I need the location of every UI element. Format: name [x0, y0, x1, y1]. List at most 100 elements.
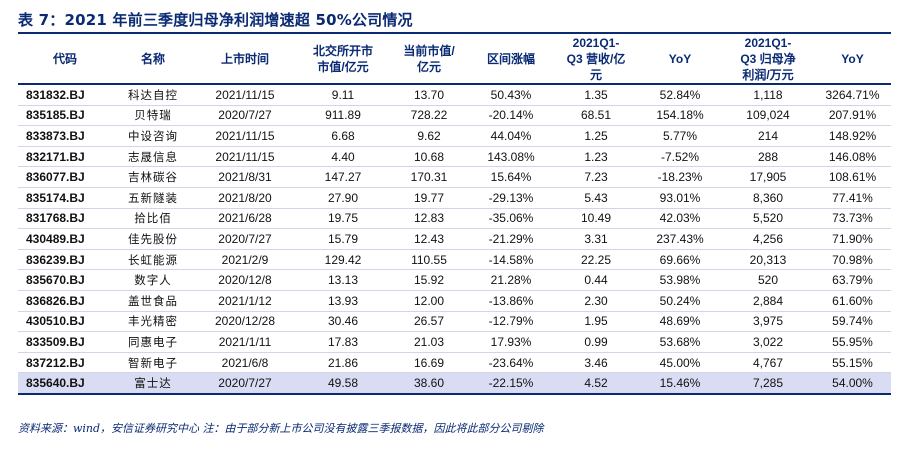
cell-current-market-cap: 26.57: [413, 314, 445, 329]
cell-revenue-yoy: -7.52%: [660, 149, 700, 164]
cell-period-change: -23.64%: [488, 355, 534, 370]
cell-code: 831768.BJ: [26, 211, 85, 226]
cell-open-market-cap: 911.89: [325, 108, 361, 123]
header-net-profit-yoy: YoY: [814, 35, 891, 85]
cell-net-profit-yoy: 71.90%: [832, 231, 873, 246]
table-header-row: 代码 名称 上市时间 北交所开市 市值/亿元 当前市值/ 亿元 区间涨幅 202…: [18, 35, 891, 85]
cell-current-market-cap: 38.60: [390, 372, 468, 394]
cell-net-profit-yoy: 146.08%: [828, 149, 877, 164]
cell-revenue-yoy: 48.69%: [659, 314, 701, 329]
table-row: 835670.BJ 数字人 2020/12/8 13.13 15.92 21.28% 0.4…: [18, 270, 891, 291]
cell-period-change: 143.08%: [487, 149, 535, 164]
cell-revenue: 4.52: [554, 372, 638, 394]
header-revenue: 2021Q1- Q3 营收/亿 元: [554, 35, 638, 85]
cell-net-profit-yoy: 61.60%: [832, 293, 873, 308]
cell-net-profit-yoy: 207.91%: [828, 108, 877, 123]
cell-net-profit-yoy: 70.98%: [832, 252, 873, 267]
table-row: 833509.BJ 同惠电子 2021/1/11 17.83 21.03 17.93% 0.…: [18, 332, 891, 353]
cell-revenue: 1.23: [584, 149, 608, 164]
cell-listing-date: 2021/11/15: [215, 87, 275, 102]
cell-current-market-cap: 110.55: [411, 252, 447, 267]
cell-revenue-yoy: -18.23%: [657, 170, 703, 185]
cell-code: 836826.BJ: [26, 293, 85, 308]
cell-net-profit-yoy: 73.73%: [832, 211, 873, 226]
cell-net-profit-yoy: 108.61%: [828, 170, 877, 185]
cell-code: 836077.BJ: [26, 170, 85, 185]
cell-revenue: 2.30: [584, 293, 608, 308]
cell-code: 837212.BJ: [26, 355, 85, 370]
cell-listing-date: 2021/1/11: [218, 334, 272, 349]
cell-listing-date: 2020/7/27: [218, 231, 272, 246]
table-row: 831768.BJ 拾比佰 2021/6/28 19.75 12.83 -35.06% 10…: [18, 208, 891, 229]
cell-revenue-yoy: 53.98%: [659, 273, 701, 288]
cell-listing-date: 2020/7/27: [194, 372, 296, 394]
cell-net-profit-yoy: 55.95%: [832, 334, 873, 349]
cell-listing-date: 2021/11/15: [215, 128, 275, 143]
cell-code: 835174.BJ: [26, 190, 85, 205]
header-period-change: 区间涨幅: [468, 35, 554, 85]
cell-current-market-cap: 19.77: [413, 190, 445, 205]
cell-current-market-cap: 21.03: [413, 334, 445, 349]
cell-net-profit: 3,975: [752, 314, 784, 329]
cell-revenue: 0.44: [584, 273, 608, 288]
cell-revenue: 68.51: [580, 108, 612, 123]
cell-name: 盖世食品: [128, 293, 178, 308]
cell-net-profit-yoy: 59.74%: [832, 314, 873, 329]
cell-net-profit: 20,313: [749, 252, 787, 267]
cell-current-market-cap: 170.31: [410, 170, 448, 185]
table-title: 表 7：2021 年前三季度归母净利润增速超 50%公司情况: [18, 11, 413, 29]
cell-listing-date: 2021/1/12: [218, 293, 272, 308]
cell-revenue-yoy: 154.18%: [656, 108, 704, 123]
cell-net-profit-yoy: 148.92%: [828, 128, 877, 143]
cell-current-market-cap: 16.69: [413, 355, 445, 370]
cell-period-change: -20.14%: [488, 108, 534, 123]
cell-name: 长虹能源: [128, 252, 178, 267]
cell-current-market-cap: 728.22: [410, 108, 448, 123]
cell-code: 836239.BJ: [26, 252, 85, 267]
cell-net-profit: 1,118: [753, 87, 783, 102]
cell-revenue-yoy: 45.00%: [659, 355, 701, 370]
cell-revenue: 3.31: [584, 231, 608, 246]
table-row: 430510.BJ 丰光精密 2020/12/28 30.46 26.57 -12.79%…: [18, 311, 891, 332]
cell-net-profit: 7,285: [722, 372, 814, 394]
cell-revenue: 1.25: [584, 128, 608, 143]
cell-period-change: 50.43%: [490, 87, 532, 102]
cell-net-profit: 4,256: [752, 231, 784, 246]
cell-name: 吉林碳谷: [128, 170, 178, 185]
cell-code: 430489.BJ: [26, 231, 85, 246]
cell-revenue-yoy: 237.43%: [656, 231, 704, 246]
cell-net-profit: 5,520: [752, 211, 784, 226]
cell-open-market-cap: 27.90: [327, 190, 359, 205]
cell-name: 丰光精密: [128, 314, 178, 329]
cell-name: 志晟信息: [128, 149, 178, 164]
cell-period-change: -13.86%: [488, 293, 534, 308]
cell-revenue: 1.35: [584, 87, 608, 102]
table-row: 833873.BJ 中设咨询 2021/11/15 6.68 9.62 44.04% 1.2…: [18, 126, 891, 147]
cell-revenue: 10.49: [580, 211, 612, 226]
cell-code: 835670.BJ: [26, 273, 85, 288]
cell-listing-date: 2021/8/20: [218, 190, 272, 205]
table-row: 430489.BJ 佳先股份 2020/7/27 15.79 12.43 -21.29% 3…: [18, 229, 891, 250]
cell-listing-date: 2021/8/31: [218, 170, 272, 185]
cell-listing-date: 2021/11/15: [215, 149, 275, 164]
cell-net-profit: 4,767: [752, 355, 784, 370]
cell-revenue-yoy: 50.24%: [659, 293, 701, 308]
cell-open-market-cap: 30.46: [327, 314, 359, 329]
cell-listing-date: 2020/7/27: [218, 108, 272, 123]
cell-period-change: 44.04%: [490, 128, 532, 143]
cell-net-profit-yoy: 54.00%: [814, 372, 891, 394]
cell-revenue: 5.43: [584, 190, 608, 205]
cell-code: 835185.BJ: [26, 108, 85, 123]
cell-period-change: -35.06%: [488, 211, 534, 226]
cell-current-market-cap: 9.62: [417, 128, 441, 143]
header-revenue-yoy: YoY: [638, 35, 722, 85]
cell-open-market-cap: 13.93: [327, 293, 359, 308]
cell-listing-date: 2021/2/9: [221, 252, 269, 267]
table-row: 832171.BJ 志晟信息 2021/11/15 4.40 10.68 143.08% 1…: [18, 146, 891, 167]
cell-revenue-yoy: 5.77%: [662, 128, 698, 143]
header-open-market-cap: 北交所开市 市值/亿元: [296, 35, 390, 85]
cell-net-profit: 214: [757, 128, 779, 143]
header-current-market-cap: 当前市值/ 亿元: [390, 35, 468, 85]
cell-revenue-yoy: 69.66%: [659, 252, 701, 267]
cell-code: 831832.BJ: [26, 87, 85, 102]
